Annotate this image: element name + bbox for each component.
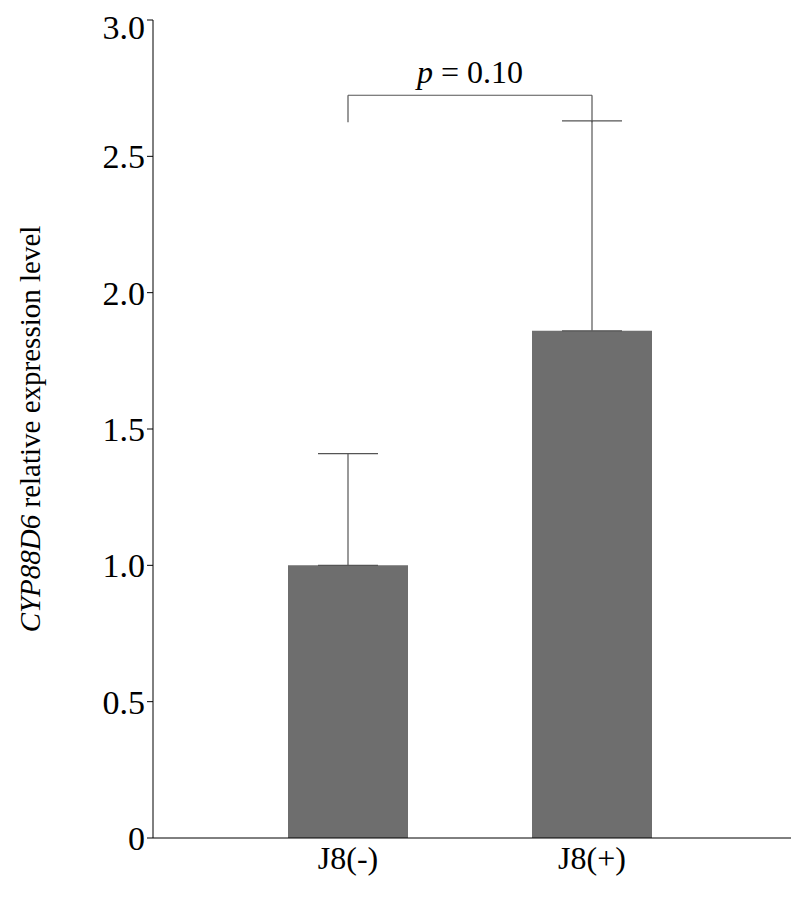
svg-text:1.5: 1.5 <box>103 411 146 448</box>
svg-text:2.0: 2.0 <box>103 275 146 312</box>
svg-text:p = 0.10: p = 0.10 <box>415 54 523 90</box>
svg-text:J8(+): J8(+) <box>558 840 626 876</box>
svg-text:0.5: 0.5 <box>103 684 146 721</box>
svg-text:CYP88D6 relative expression le: CYP88D6 relative expression level <box>14 226 46 633</box>
svg-text:3.0: 3.0 <box>103 9 146 46</box>
svg-text:1.0: 1.0 <box>103 547 146 584</box>
svg-text:0: 0 <box>128 820 145 857</box>
svg-text:2.5: 2.5 <box>103 138 146 175</box>
svg-text:J8(-): J8(-) <box>318 840 378 876</box>
